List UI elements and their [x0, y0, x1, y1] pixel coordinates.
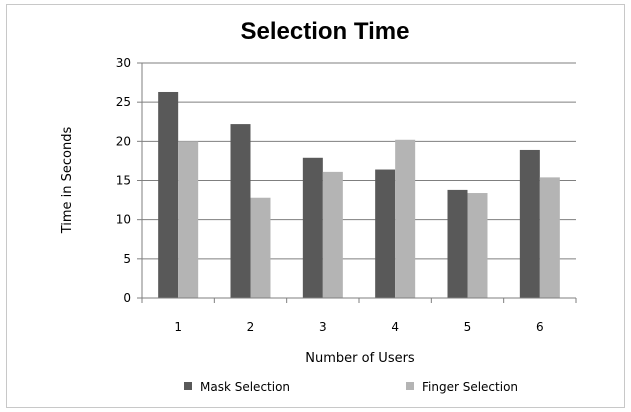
y-tick-label: 25: [116, 95, 131, 109]
bar-finger-selection: [322, 171, 343, 298]
bar-mask-selection: [447, 189, 468, 298]
bars: [158, 91, 560, 298]
bar-mask-selection: [158, 91, 179, 298]
y-axis-label: Time in Seconds: [60, 127, 75, 235]
bar-mask-selection: [230, 124, 251, 298]
x-tick-label: 6: [536, 320, 544, 334]
y-tick-label: 30: [116, 56, 131, 70]
bar-mask-selection: [375, 169, 396, 298]
bar-mask-selection: [302, 157, 323, 298]
x-axis-label: Number of Users: [305, 351, 415, 366]
y-tick-label: 20: [116, 134, 131, 148]
y-tick-label: 10: [116, 213, 131, 227]
x-tick-label: 1: [174, 320, 182, 334]
bar-finger-selection: [467, 193, 488, 298]
bar-mask-selection: [519, 149, 540, 298]
bar-finger-selection: [250, 197, 271, 298]
gridlines: [142, 62, 576, 260]
y-tick-label: 5: [123, 252, 131, 266]
x-tick-label: 2: [247, 320, 255, 334]
legend-label: Mask Selection: [200, 380, 290, 394]
legend-swatch: [406, 382, 414, 390]
x-tick-label: 4: [391, 320, 399, 334]
x-tick-labels: 1 2 3 4 5 6: [174, 320, 543, 334]
y-tick-labels: 0 5 10 15 20 25 30: [116, 56, 131, 305]
bar-finger-selection: [178, 141, 199, 298]
chart-title: Selection Time: [241, 18, 410, 45]
axes: [137, 62, 577, 303]
y-tick-label: 0: [123, 291, 131, 305]
bar-finger-selection: [395, 139, 416, 298]
bar-finger-selection: [539, 177, 560, 298]
x-tick-label: 5: [464, 320, 472, 334]
legend: Mask Selection Finger Selection: [184, 380, 518, 394]
legend-swatch: [184, 382, 192, 390]
x-tick-label: 3: [319, 320, 327, 334]
legend-label: Finger Selection: [422, 380, 518, 394]
y-tick-label: 15: [116, 174, 131, 188]
